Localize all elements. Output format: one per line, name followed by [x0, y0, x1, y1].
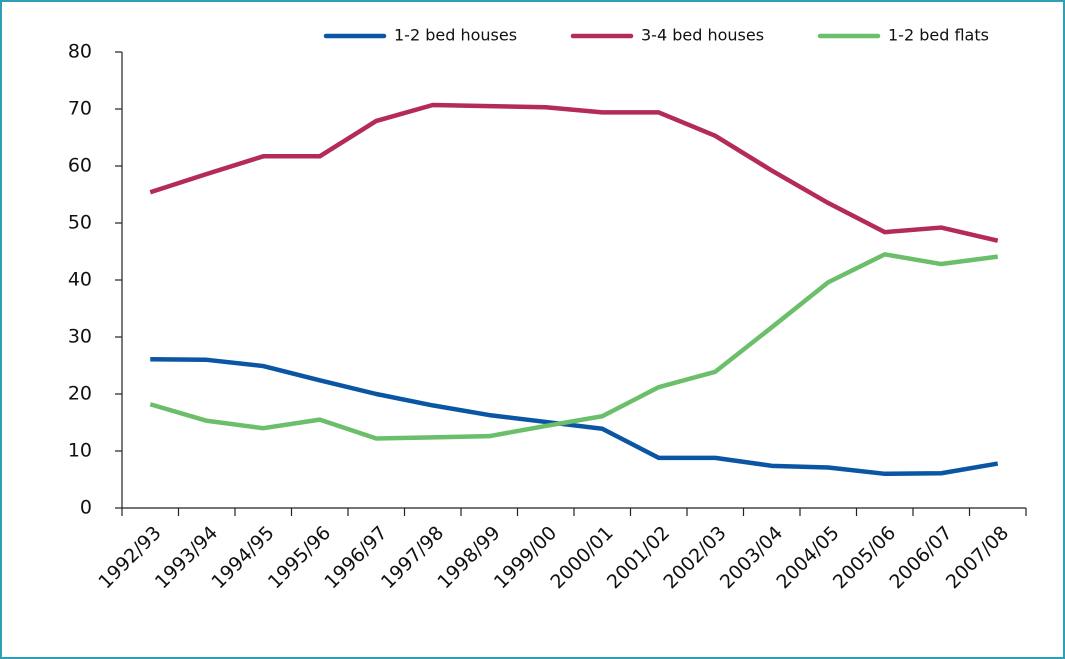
legend-label: 1-2 bed flats — [888, 26, 989, 45]
y-tick-label: 80 — [68, 41, 92, 63]
series-line — [149, 102, 999, 243]
y-tick-label: 30 — [68, 326, 92, 348]
legend-label: 3-4 bed houses — [641, 26, 764, 45]
series-line — [150, 356, 999, 477]
y-tick-label: 40 — [68, 269, 92, 291]
series-line — [149, 252, 999, 441]
y-tick-label: 60 — [68, 155, 92, 177]
y-tick-label: 10 — [68, 440, 92, 462]
y-tick-label: 50 — [68, 212, 92, 234]
legend-label: 1-2 bed houses — [394, 26, 517, 45]
y-tick-label: 70 — [68, 98, 92, 120]
y-tick-label: 20 — [68, 383, 92, 405]
y-tick-label: 0 — [80, 497, 92, 519]
